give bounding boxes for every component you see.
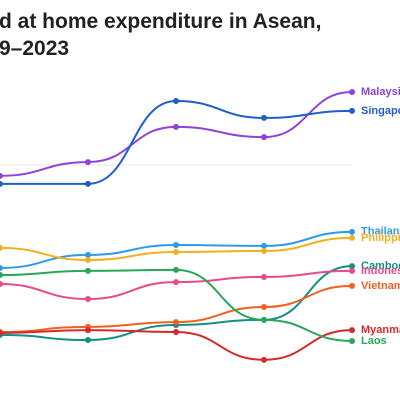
series-label: Thailand xyxy=(361,226,400,238)
point xyxy=(349,327,355,334)
chart-title: d at home expenditure in Asean, xyxy=(0,10,321,33)
point xyxy=(0,265,3,271)
point xyxy=(0,172,3,179)
point xyxy=(261,248,267,255)
series-label: Malaysia xyxy=(361,86,400,98)
point xyxy=(349,89,355,95)
point xyxy=(349,107,355,114)
point xyxy=(349,234,355,241)
line xyxy=(0,268,353,342)
point xyxy=(349,228,355,235)
point xyxy=(261,134,267,141)
point xyxy=(261,114,267,121)
point xyxy=(85,251,91,258)
series-label: Philippines xyxy=(361,232,400,244)
point xyxy=(85,257,91,263)
point xyxy=(261,242,267,249)
series-label: Cambodia xyxy=(361,260,400,272)
series-label: Indonesia xyxy=(361,265,400,277)
point xyxy=(349,282,355,289)
series-label: Myanmar xyxy=(361,324,400,336)
point xyxy=(173,319,179,326)
point xyxy=(173,97,179,104)
point xyxy=(261,273,267,280)
point xyxy=(173,266,179,273)
line xyxy=(0,99,353,185)
point xyxy=(85,327,91,334)
point xyxy=(0,244,3,251)
point xyxy=(85,267,91,274)
point xyxy=(261,316,267,323)
point xyxy=(85,337,91,343)
series-label: Laos xyxy=(361,335,387,347)
point xyxy=(349,337,355,344)
point xyxy=(85,180,91,187)
point xyxy=(173,329,179,335)
point xyxy=(261,304,267,311)
point xyxy=(349,267,355,274)
point xyxy=(349,263,355,270)
point xyxy=(173,279,179,286)
point xyxy=(173,249,179,255)
chart-title: 9–2023 xyxy=(0,37,69,60)
point xyxy=(85,159,91,166)
point xyxy=(173,123,179,130)
point xyxy=(0,180,3,187)
point xyxy=(0,272,3,279)
point xyxy=(0,281,3,287)
point xyxy=(173,241,179,248)
line xyxy=(0,91,353,177)
series-label: Vietnam xyxy=(361,280,400,292)
point xyxy=(0,329,3,336)
point xyxy=(85,296,91,303)
series-label: Singapore xyxy=(361,105,400,117)
point xyxy=(261,356,267,363)
